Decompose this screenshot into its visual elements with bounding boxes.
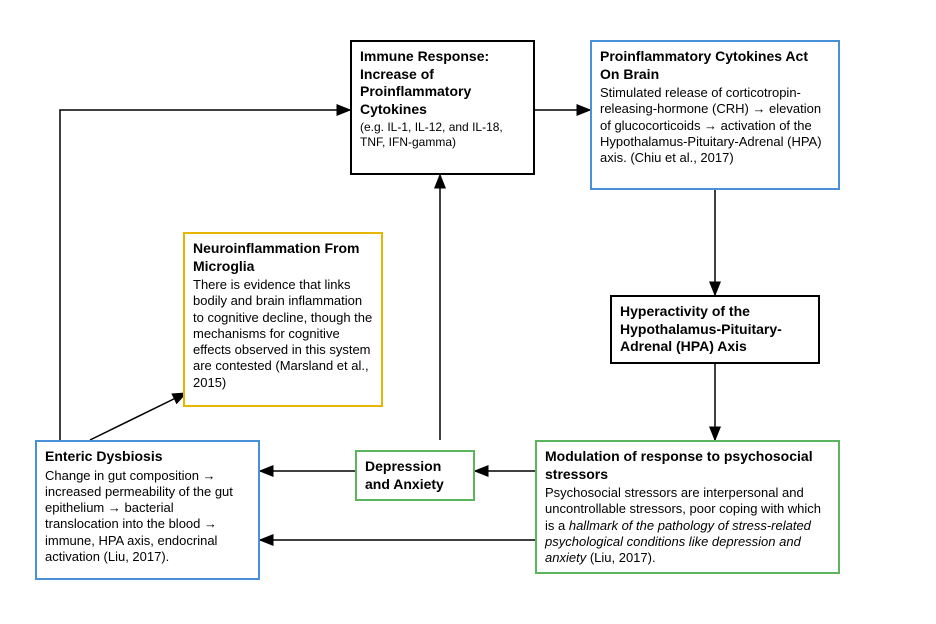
node-body: Change in gut composition → increased pe…	[45, 468, 250, 566]
node-title: Enteric Dysbiosis	[45, 448, 250, 466]
node-body: Stimulated release of corticotropin-rele…	[600, 85, 830, 166]
node-body: Psychosocial stressors are interpersonal…	[545, 485, 830, 566]
node-title: Immune Response: Increase of Proinflamma…	[360, 48, 525, 118]
node-body: There is evidence that links bodily and …	[193, 277, 373, 391]
node-title: Modulation of response to psychosocial s…	[545, 448, 830, 483]
edge	[90, 393, 186, 440]
node-title: Neuroinflammation From Microglia	[193, 240, 373, 275]
node-enteric-dysbiosis: Enteric Dysbiosis Change in gut composit…	[35, 440, 260, 580]
node-title: Hyperactivity of the Hypothalamus-Pituit…	[620, 303, 810, 356]
node-modulation-psychosocial: Modulation of response to psychosocial s…	[535, 440, 840, 574]
node-title: Depression and Anxiety	[365, 458, 465, 493]
node-cytokines-act-on-brain: Proinflammatory Cytokines Act On Brain S…	[590, 40, 840, 190]
node-neuroinflammation: Neuroinflammation From Microglia There i…	[183, 232, 383, 407]
node-hpa-hyperactivity: Hyperactivity of the Hypothalamus-Pituit…	[610, 295, 820, 364]
node-body: (e.g. IL-1, IL-12, and IL-18, TNF, IFN-g…	[360, 120, 525, 150]
node-title: Proinflammatory Cytokines Act On Brain	[600, 48, 830, 83]
flowchart-canvas: Immune Response: Increase of Proinflamma…	[0, 0, 936, 624]
node-depression-anxiety: Depression and Anxiety	[355, 450, 475, 501]
node-immune-response: Immune Response: Increase of Proinflamma…	[350, 40, 535, 175]
